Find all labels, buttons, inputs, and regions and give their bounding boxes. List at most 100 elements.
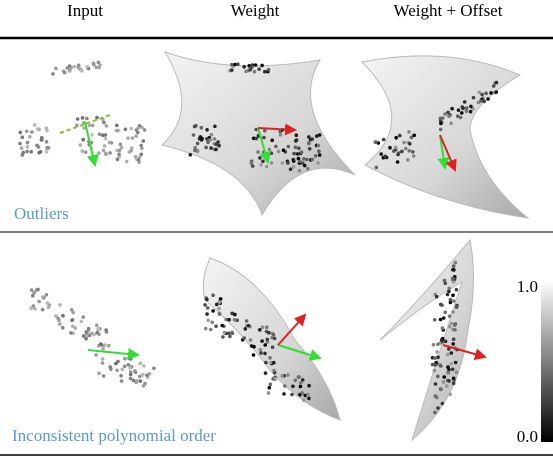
arrow <box>277 313 307 346</box>
point <box>272 360 276 365</box>
point <box>439 364 443 368</box>
point <box>300 391 304 395</box>
point <box>61 313 65 318</box>
point <box>441 380 446 384</box>
point <box>259 163 263 167</box>
point <box>131 378 136 383</box>
point <box>433 356 437 360</box>
point <box>81 315 85 319</box>
point <box>84 334 89 338</box>
point <box>446 110 450 115</box>
point <box>84 337 88 341</box>
point <box>394 135 399 140</box>
point <box>447 379 451 383</box>
point <box>115 123 119 128</box>
point <box>271 332 276 337</box>
point <box>104 124 109 128</box>
point <box>374 165 379 170</box>
point <box>264 164 269 169</box>
point <box>294 139 298 143</box>
arrow <box>437 134 450 170</box>
point <box>36 287 40 292</box>
point <box>489 91 493 95</box>
point <box>80 149 85 153</box>
point <box>307 383 311 388</box>
point <box>18 141 22 146</box>
point <box>205 137 209 141</box>
point <box>464 106 469 110</box>
point <box>94 65 98 70</box>
point <box>486 97 490 101</box>
point <box>32 290 36 295</box>
point <box>205 128 209 132</box>
point <box>269 360 274 365</box>
point <box>134 134 138 138</box>
point <box>258 328 262 332</box>
point <box>118 142 123 147</box>
point <box>83 150 88 154</box>
point <box>452 299 456 303</box>
point <box>306 392 310 397</box>
point <box>433 382 438 386</box>
point <box>119 374 123 378</box>
point <box>208 327 213 332</box>
point <box>200 136 204 141</box>
point <box>302 157 306 161</box>
point <box>102 120 106 125</box>
point <box>296 156 301 161</box>
point <box>252 344 256 349</box>
point <box>477 90 482 95</box>
row-label: Outliers <box>14 204 69 223</box>
point <box>244 69 248 74</box>
point <box>71 324 75 329</box>
point <box>260 325 265 330</box>
point <box>433 394 438 398</box>
point <box>263 371 268 375</box>
point <box>230 62 234 67</box>
point <box>288 167 293 171</box>
row-label: Inconsistent polynomial order <box>12 426 216 445</box>
point <box>447 114 451 118</box>
point <box>71 310 75 315</box>
point <box>451 310 455 314</box>
point <box>298 159 302 164</box>
point <box>129 126 134 131</box>
point <box>307 135 311 139</box>
point <box>407 130 411 134</box>
point <box>443 281 448 286</box>
point <box>108 151 112 155</box>
point <box>260 339 264 343</box>
point <box>44 293 49 297</box>
point <box>458 115 463 120</box>
point <box>270 138 275 143</box>
point <box>451 264 456 268</box>
point <box>290 392 294 397</box>
point <box>137 374 142 379</box>
point <box>431 343 436 347</box>
point <box>101 346 105 351</box>
point <box>31 293 35 298</box>
point <box>267 330 271 335</box>
point <box>101 148 106 153</box>
point <box>128 372 133 377</box>
point <box>388 145 392 150</box>
point <box>310 157 315 162</box>
point <box>443 310 448 315</box>
point <box>122 364 127 369</box>
point <box>379 152 384 156</box>
point <box>411 154 416 158</box>
point <box>104 330 109 334</box>
point <box>98 63 102 67</box>
point <box>260 63 264 68</box>
point <box>101 374 106 378</box>
point <box>273 376 278 381</box>
point <box>263 69 267 74</box>
point <box>261 159 265 164</box>
point <box>254 136 258 141</box>
point <box>480 92 484 97</box>
point <box>449 321 454 326</box>
point <box>205 312 209 316</box>
point <box>217 143 221 148</box>
point <box>265 337 270 342</box>
